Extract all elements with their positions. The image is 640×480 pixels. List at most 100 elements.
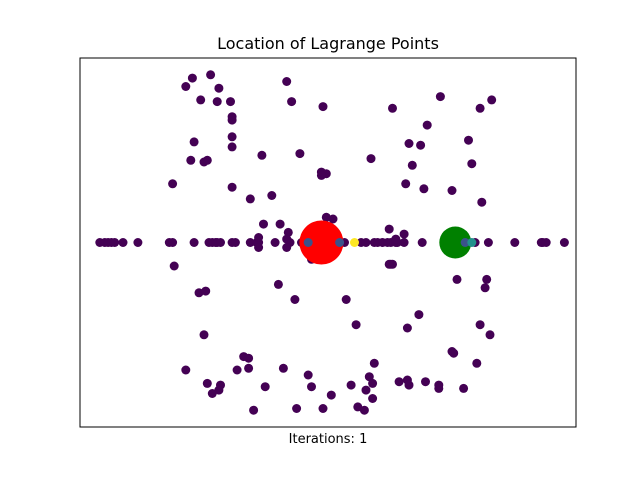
- particle-point: [359, 405, 369, 415]
- particle-point: [318, 102, 328, 112]
- particle-point: [364, 372, 374, 382]
- particle-point: [482, 274, 492, 284]
- particle-point: [181, 82, 191, 91]
- particle-point: [202, 378, 212, 388]
- lagrange-point: [350, 238, 359, 247]
- particle-point: [282, 243, 292, 252]
- particle-point: [307, 382, 316, 392]
- particle-point: [369, 358, 379, 368]
- particle-point: [189, 137, 199, 147]
- particle-point: [402, 323, 412, 333]
- particle-point: [447, 347, 457, 356]
- particle-point: [483, 238, 493, 247]
- particle-point: [391, 234, 401, 244]
- particle-point: [290, 295, 300, 304]
- particle-point: [292, 404, 302, 413]
- particle-point: [201, 286, 211, 296]
- particle-point: [467, 159, 477, 169]
- particle-point: [202, 155, 212, 165]
- particle-point: [168, 238, 178, 247]
- particle-point: [416, 140, 426, 150]
- particle-point: [249, 405, 259, 415]
- particle-point: [422, 120, 432, 130]
- lagrange-point: [460, 238, 470, 247]
- particle-point: [388, 103, 397, 113]
- particle-point: [207, 389, 217, 398]
- particle-point: [487, 95, 497, 105]
- particle-point: [214, 83, 224, 93]
- particle-point: [452, 274, 462, 284]
- particle-point: [480, 283, 490, 293]
- particle-point: [485, 330, 495, 340]
- particle-point: [110, 238, 120, 247]
- particle-point: [341, 295, 351, 304]
- particle-point: [181, 365, 191, 375]
- particle-point: [227, 132, 237, 142]
- particle-point: [260, 382, 270, 392]
- lagrange-point: [467, 238, 477, 247]
- particle-point: [216, 238, 225, 247]
- particle-point: [226, 97, 235, 107]
- particle-point: [278, 363, 288, 373]
- particle-point: [559, 238, 569, 247]
- particle-point: [326, 390, 336, 400]
- particle-point: [295, 149, 305, 159]
- particle-point: [227, 142, 237, 152]
- particle-point: [394, 377, 404, 387]
- particle-point: [447, 186, 457, 195]
- particle-point: [361, 385, 371, 395]
- particle-point: [328, 214, 338, 224]
- particle-point: [257, 150, 267, 160]
- particle-point: [510, 238, 520, 247]
- particle-point: [187, 73, 197, 83]
- particle-point: [168, 179, 178, 189]
- particle-point: [287, 97, 297, 107]
- particle-point: [318, 404, 328, 413]
- particle-point: [421, 377, 430, 387]
- particle-point: [270, 238, 280, 247]
- particle-point: [404, 139, 414, 148]
- primary-body: [299, 220, 344, 265]
- particle-point: [435, 92, 445, 102]
- particle-point: [475, 103, 485, 113]
- particle-point: [477, 197, 487, 207]
- particle-point: [245, 238, 255, 247]
- lagrange-point: [303, 238, 313, 247]
- particle-point: [206, 70, 216, 80]
- particle-point: [186, 155, 196, 165]
- particle-point: [404, 380, 414, 390]
- particle-point: [472, 358, 482, 368]
- particle-point: [351, 320, 361, 330]
- chart-title: Location of Lagrange Points: [217, 34, 439, 53]
- particle-point: [259, 219, 268, 229]
- particle-point: [212, 97, 222, 107]
- particle-point: [282, 77, 292, 86]
- particle-point: [475, 320, 485, 330]
- particle-point: [368, 394, 378, 403]
- scatter-points: [95, 70, 569, 415]
- particle-point: [232, 365, 242, 375]
- particle-point: [346, 380, 356, 390]
- particle-point: [366, 154, 376, 164]
- particle-point: [282, 234, 292, 244]
- particle-point: [361, 238, 371, 247]
- particle-point: [384, 259, 394, 269]
- particle-point: [434, 383, 444, 393]
- particle-point: [169, 261, 179, 271]
- particle-point: [189, 238, 199, 247]
- axes-frame: [79, 57, 577, 428]
- particle-point: [133, 238, 143, 247]
- particle-point: [384, 224, 394, 234]
- particle-point: [267, 191, 277, 200]
- particle-point: [414, 310, 424, 320]
- particle-point: [459, 383, 469, 393]
- particle-point: [244, 353, 254, 363]
- particle-point: [401, 179, 411, 189]
- particle-point: [407, 160, 417, 170]
- particle-point: [464, 135, 473, 145]
- particle-point: [230, 238, 240, 247]
- particle-point: [419, 184, 429, 194]
- particle-point: [316, 170, 326, 180]
- lagrange-point: [335, 238, 345, 247]
